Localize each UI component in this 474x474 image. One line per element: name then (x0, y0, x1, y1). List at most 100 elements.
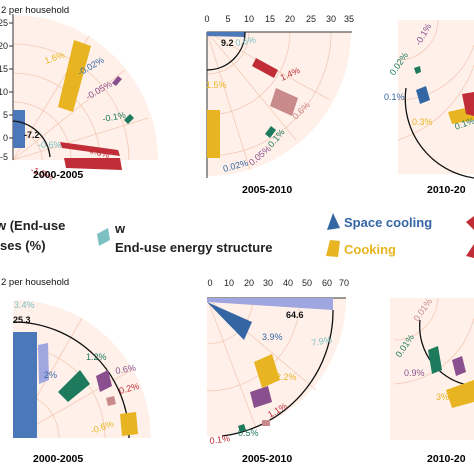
x-tick-label: 25 (306, 14, 316, 24)
panel-bottom-right: 0.01% 0.01% 0.9% 3% 2010-20 (390, 296, 474, 465)
total-label: -7.2 (24, 130, 40, 140)
bar-appliances (60, 142, 120, 156)
x-tick-label: 20 (285, 14, 295, 24)
fan-background (13, 300, 151, 438)
bar-label: 0.5% (238, 428, 259, 438)
period-label: 2005-2010 (242, 184, 292, 196)
x-tick-label: 0 (207, 278, 212, 288)
period-label: 2010-20 (427, 184, 466, 196)
bar-space-cooling-wedge (207, 302, 252, 340)
legend-line-1: w (End-use (0, 218, 65, 233)
x-tick-label: 70 (339, 278, 349, 288)
bar-space-heating (13, 110, 25, 148)
x-tick-label: 0 (204, 14, 209, 24)
y-tick-label: 15 (0, 64, 8, 74)
panel-bottom-middle: 0 10 20 30 40 50 60 70 64.6 3.9% 7.9% 2.… (206, 278, 349, 465)
bar-lighting (250, 386, 272, 408)
y-tick-label: 5 (3, 110, 8, 120)
bar-space-heating (13, 332, 37, 438)
fan-background (398, 20, 474, 174)
total-label: 9.2 (221, 38, 234, 48)
bar-cooking (207, 110, 220, 158)
fan-grid (397, 19, 474, 141)
period-label: 2000-2005 (33, 453, 83, 465)
legend-structure: End-use energy structure (115, 240, 273, 255)
bar-label: 0.1% (384, 92, 405, 102)
legend-swatch-space-cooling (327, 213, 340, 230)
panel-top-right: -0.1% 0.02% 0.1% 0.3% 0.1% 2010-20 (384, 19, 474, 196)
bar-appliances (262, 420, 270, 426)
bar-label: 2.2% (276, 372, 297, 382)
legend-swatch-cooking (326, 240, 340, 257)
bar-other (428, 346, 442, 374)
fan-grid (393, 297, 474, 385)
x-tick-label: 5 (225, 14, 230, 24)
bar-appliances (462, 92, 474, 116)
bar-appliances (106, 396, 116, 406)
x-tick-label: 30 (326, 14, 336, 24)
bar-label: 0.6% (235, 35, 257, 48)
total-arc (404, 87, 474, 179)
bar-label: 1.2% (86, 352, 107, 362)
period-label: 2010-20 (427, 453, 466, 465)
bar-label: 0.3% (412, 117, 433, 127)
bar-space-heating (207, 298, 333, 310)
x-tick-label: 20 (244, 278, 254, 288)
x-tick-label: 15 (265, 14, 275, 24)
legend-space-cooling: Space cooling (344, 215, 432, 230)
legend: w (End-use ses (%) w End-use energy stru… (0, 213, 474, 258)
y-tick-label: 20 (0, 41, 8, 51)
bar-lighting (270, 88, 298, 116)
fan-background (13, 15, 158, 160)
bar-label: 7.9% (311, 335, 333, 348)
total-arc (12, 120, 51, 158)
x-tick-label: 50 (302, 278, 312, 288)
unit-label-top: 2 per household (1, 5, 69, 16)
bar-appliances-2 (64, 158, 122, 170)
legend-cooking: Cooking (344, 242, 396, 257)
period-label: 2005-2010 (242, 453, 292, 465)
y-ticks (9, 22, 13, 139)
bar-appliances (252, 58, 278, 78)
bar-label: 0.6% (115, 363, 137, 376)
bar-cooking (446, 380, 474, 408)
total-label: 64.6 (286, 310, 304, 320)
x-tick-label: 30 (263, 278, 273, 288)
bar-label: 3.4% (14, 300, 35, 310)
y-tick-label: -5 (0, 152, 8, 162)
unit-label-bottom: 2 per household (1, 277, 69, 288)
bar-label: 0.1% (209, 433, 231, 446)
legend-line-2: ses (%) (0, 238, 46, 253)
bar-space-cooling (416, 86, 430, 104)
bar-label: 3.9% (262, 332, 283, 342)
bar-label: -0.6% (38, 140, 62, 150)
bar-other (124, 114, 134, 124)
total-label: 25.3 (13, 315, 31, 325)
bar-other (58, 370, 90, 402)
bar-water-heating (38, 343, 49, 384)
panel-top-middle: 0 5 10 15 20 25 30 35 9.2 0.6% 1.4% 1.5%… (204, 14, 354, 196)
bar-label: 3% (436, 392, 449, 402)
x-tick-label: 10 (244, 14, 254, 24)
bar-cooking (120, 412, 138, 436)
bar-label: 1.5% (206, 80, 227, 90)
bar-cooking (58, 40, 91, 112)
x-tick-label: 10 (224, 278, 234, 288)
legend-swatch-water-heating (97, 228, 110, 246)
bar-space-heating (207, 32, 245, 37)
panel-bottom-left: 3.4% 25.3 2% 1.2% 0.6% 0.2% -0.6% 2000-2… (12, 300, 151, 465)
panel-top-left: 25 20 15 10 5 0 -5 -7.2 1.6% -0.02% -0.0… (0, 14, 158, 182)
legend-w: w (114, 221, 126, 236)
x-tick-label: 60 (322, 278, 332, 288)
bar-cooking (254, 354, 280, 388)
bar-label: -0.1% (102, 110, 127, 124)
legend-swatch-appliances-2 (466, 244, 474, 258)
total-arc (206, 31, 246, 71)
bar-lighting (96, 370, 112, 392)
bar-other (265, 126, 276, 138)
y-tick-label: 10 (0, 87, 8, 97)
bar-lighting (112, 76, 122, 86)
total-arc (221, 309, 334, 437)
bar-other (238, 424, 246, 432)
